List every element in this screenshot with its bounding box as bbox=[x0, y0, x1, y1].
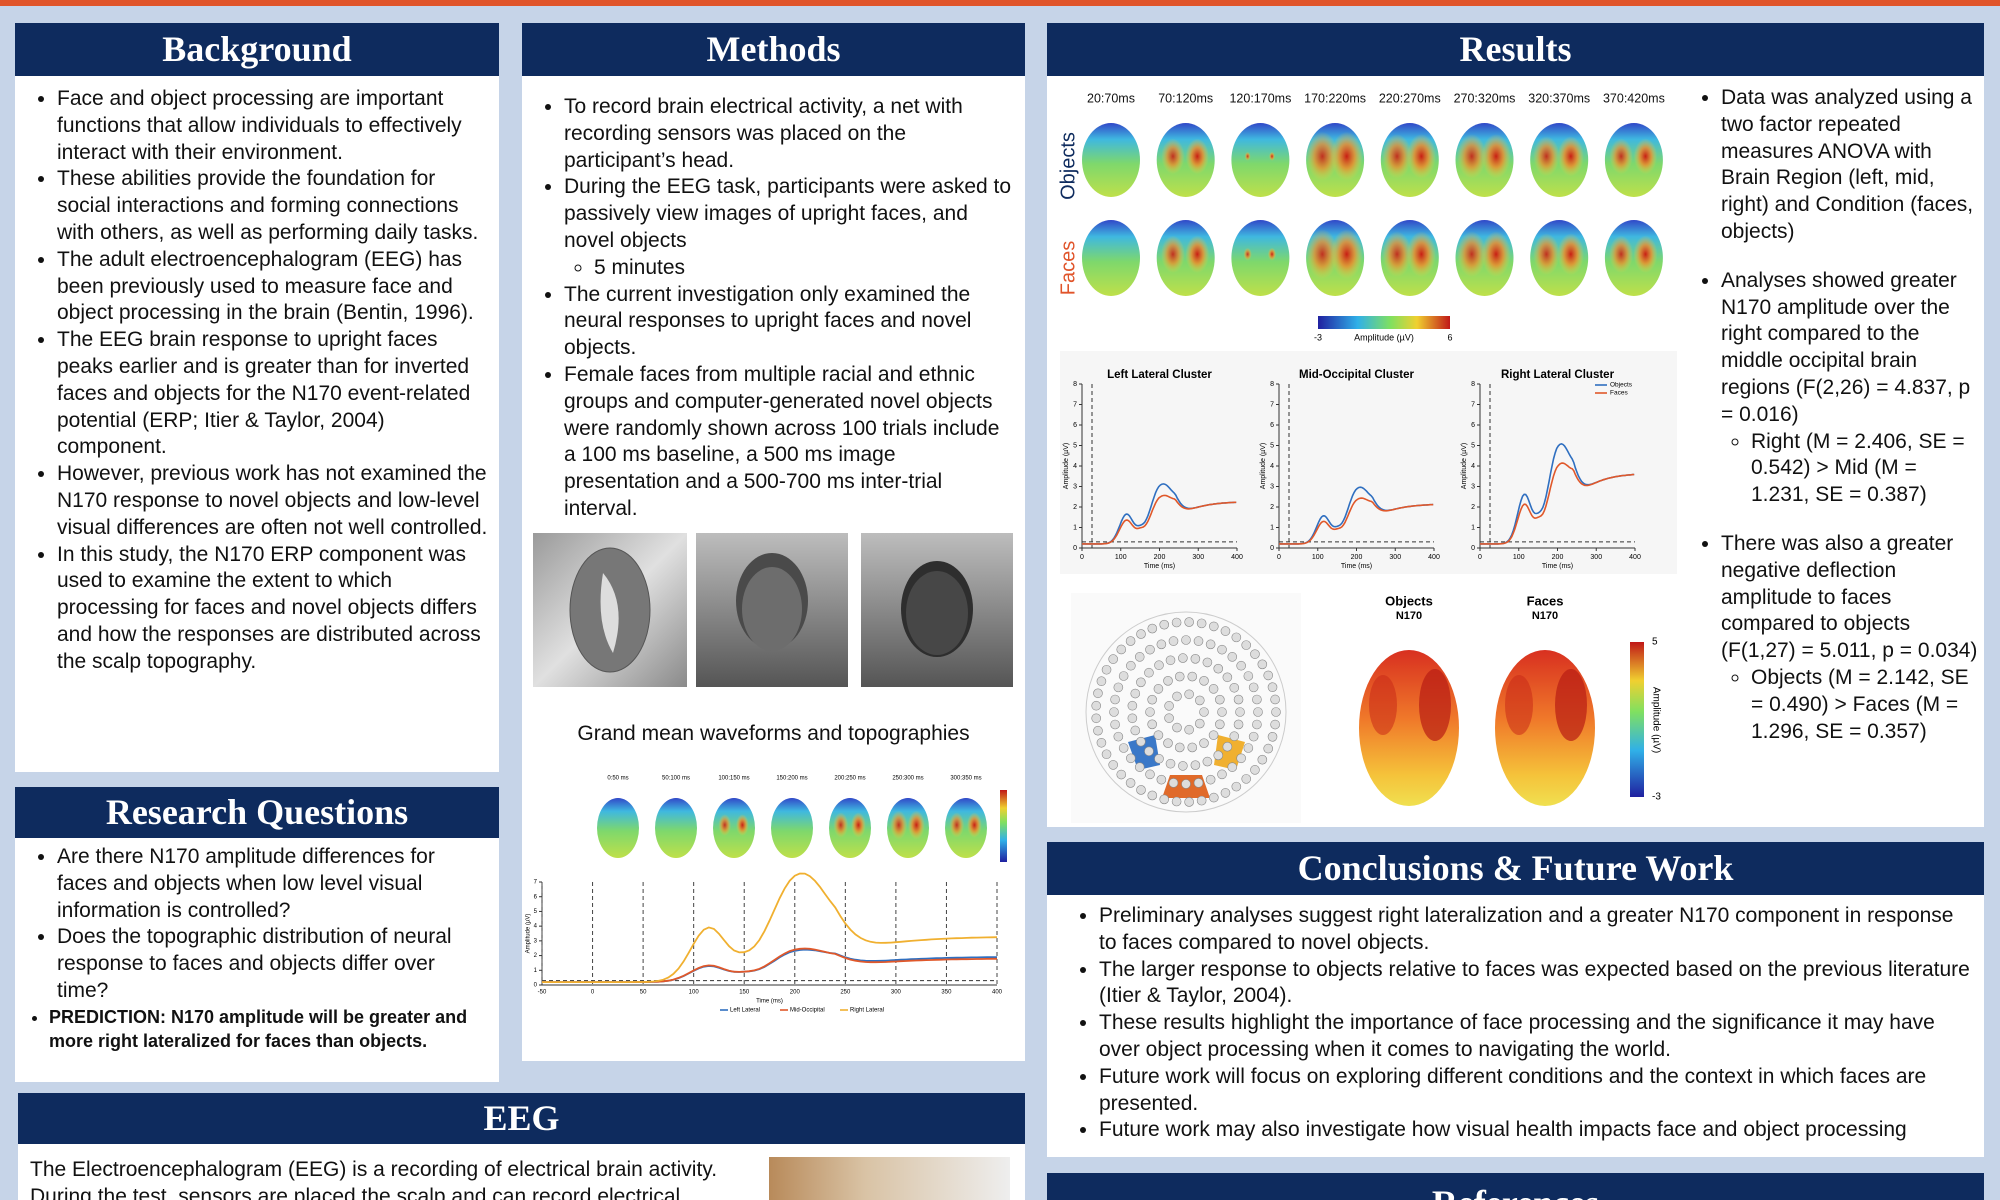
bullet: Does the topographic distribution of neu… bbox=[57, 924, 489, 1004]
bullet-text: Future work will focus on exploring diff… bbox=[1099, 1064, 1927, 1115]
bullet: In this study, the N170 ERP component wa… bbox=[57, 542, 489, 676]
bullet: Are there N170 amplitude differences for… bbox=[57, 844, 489, 924]
bullet: Preliminary analyses suggest right later… bbox=[1099, 903, 1974, 957]
sub-bullet: 5 minutes bbox=[594, 255, 1015, 282]
bullet: The EEG brain response to upright faces … bbox=[57, 327, 489, 461]
bullet: Female faces from multiple racial and et… bbox=[564, 362, 1015, 523]
bullet: However, previous work has not examined … bbox=[57, 461, 489, 541]
bullet: These results highlight the importance o… bbox=[1099, 1010, 1974, 1064]
bullet-text: Data was analyzed using a two factor rep… bbox=[1721, 86, 1974, 243]
bullet-text: The EEG brain response to upright faces … bbox=[57, 328, 471, 459]
figure-caption: Grand mean waveforms and topographies bbox=[577, 722, 970, 745]
bullet-text: These abilities provide the foundation f… bbox=[57, 167, 479, 244]
bullet-text: Preliminary analyses suggest right later… bbox=[1099, 904, 1954, 954]
bullet: During the EEG task, participants were a… bbox=[564, 174, 1015, 281]
section-title: Results bbox=[1047, 23, 1984, 76]
bullet-text: Face and object processing are important… bbox=[57, 87, 462, 164]
bullet-text: Are there N170 amplitude differences for… bbox=[57, 845, 435, 922]
bullet-text: Analyses showed greater N170 amplitude o… bbox=[1721, 268, 1971, 426]
bullet: The larger response to objects relative … bbox=[1099, 957, 1974, 1011]
bullet: The adult electroencephalogram (EEG) has… bbox=[57, 247, 489, 327]
bullet-text: The current investigation only examined … bbox=[564, 282, 972, 360]
bullet: There was also a greater negative deflec… bbox=[1721, 531, 1978, 745]
sub-list: 5 minutes bbox=[564, 255, 1015, 282]
bullet: Face and object processing are important… bbox=[57, 86, 489, 166]
bullet: To record brain electrical activity, a n… bbox=[564, 94, 1015, 174]
sub-bullet: Right (M = 2.406, SE = 0.542) > Mid (M =… bbox=[1751, 429, 1978, 509]
bullet-text: In this study, the N170 ERP component wa… bbox=[57, 542, 481, 673]
bullet-text: There was also a greater negative deflec… bbox=[1721, 531, 1978, 663]
methods-panel: Methods To record brain electrical activ… bbox=[522, 23, 1025, 1061]
bullet: Future work may also investigate how vis… bbox=[1099, 1117, 1974, 1144]
section-title: Conclusions & Future Work bbox=[1047, 842, 1984, 895]
bullet: Analyses showed greater N170 amplitude o… bbox=[1721, 268, 1978, 509]
bullet: Future work will focus on exploring diff… bbox=[1099, 1064, 1974, 1118]
bullet-list: Preliminary analyses suggest right later… bbox=[1065, 903, 1974, 1144]
section-title: Methods bbox=[522, 23, 1025, 76]
stimulus-images bbox=[533, 533, 1013, 687]
bullet-text: Female faces from multiple racial and et… bbox=[564, 362, 1000, 520]
sub-list: Objects (M = 2.142, SE = 0.490) > Faces … bbox=[1721, 665, 1978, 745]
eeg-panel: EEG The Electroencephalogram (EEG) is a … bbox=[18, 1093, 1025, 1200]
bullet-list: Data was analyzed using a two factor rep… bbox=[1697, 85, 1978, 745]
conclusions-panel: Conclusions & Future Work Preliminary an… bbox=[1047, 842, 1984, 1157]
bullet: Data was analyzed using a two factor rep… bbox=[1721, 85, 1978, 246]
bullet-text: These results highlight the importance o… bbox=[1099, 1011, 1935, 1061]
results-panel: Results Data was analyzed using a two fa… bbox=[1047, 23, 1984, 827]
bullet-list: To record brain electrical activity, a n… bbox=[530, 94, 1015, 523]
bullet-text: The larger response to objects relative … bbox=[1099, 957, 1970, 1008]
section-title: References bbox=[1047, 1173, 1984, 1200]
bullet-text: However, previous work has not examined … bbox=[57, 462, 488, 539]
background-panel: Background Face and object processing ar… bbox=[15, 23, 499, 772]
section-title: EEG bbox=[18, 1093, 1025, 1144]
questions-panel: Research Questions Are there N170 amplit… bbox=[15, 787, 499, 1082]
prediction: PREDICTION: N170 amplitude will be great… bbox=[49, 1005, 489, 1053]
bullet-text: During the EEG task, participants were a… bbox=[564, 175, 1012, 252]
references-panel: References bbox=[1047, 1173, 1984, 1200]
sub-list: Right (M = 2.406, SE = 0.542) > Mid (M =… bbox=[1721, 429, 1978, 509]
bullet-text: To record brain electrical activity, a n… bbox=[564, 95, 963, 172]
section-title: Background bbox=[15, 23, 499, 76]
bullet-list: Are there N170 amplitude differences for… bbox=[23, 844, 489, 1005]
bullet: These abilities provide the foundation f… bbox=[57, 166, 489, 246]
top-bar bbox=[0, 0, 2000, 6]
bullet-text: Future work may also investigate how vis… bbox=[1099, 1118, 1907, 1142]
bullet-list: Face and object processing are important… bbox=[23, 86, 489, 676]
section-title: Research Questions bbox=[15, 787, 499, 838]
eeg-photo bbox=[769, 1157, 1010, 1200]
bullet-text: The adult electroencephalogram (EEG) has… bbox=[57, 247, 474, 325]
eeg-text: The Electroencephalogram (EEG) is a reco… bbox=[30, 1158, 718, 1200]
bullet-text: Does the topographic distribution of neu… bbox=[57, 925, 452, 1002]
sub-bullet: Objects (M = 2.142, SE = 0.490) > Faces … bbox=[1751, 665, 1978, 745]
bullet: The current investigation only examined … bbox=[564, 282, 1015, 362]
